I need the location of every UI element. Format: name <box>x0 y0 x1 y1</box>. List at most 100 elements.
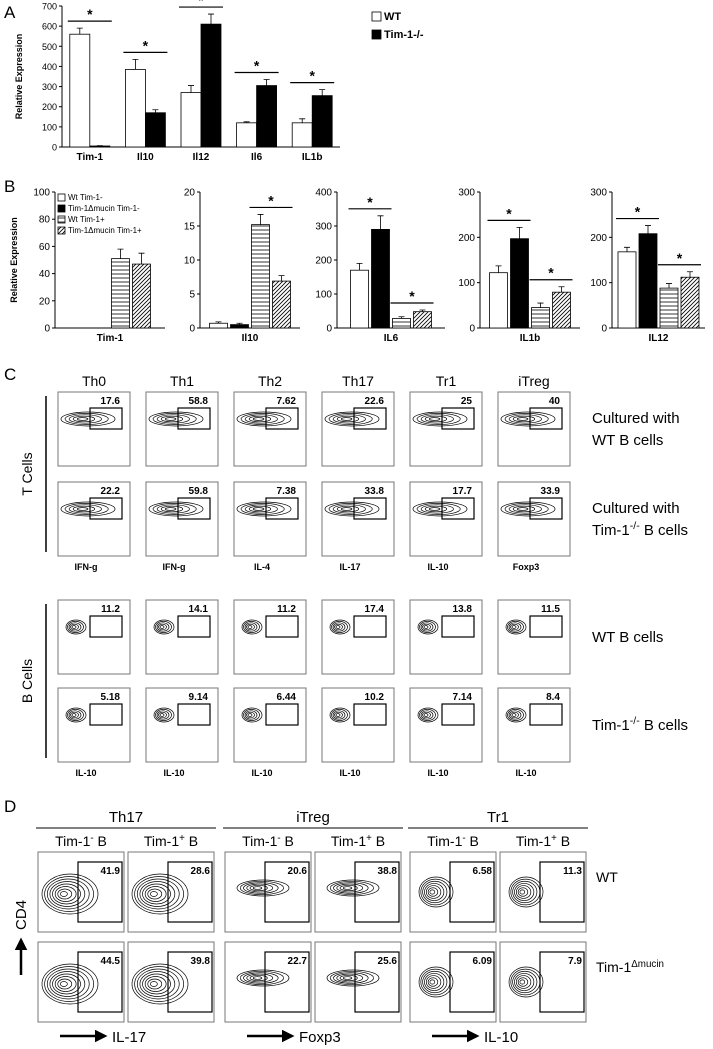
gate-value: 38.8 <box>378 866 398 877</box>
contour <box>510 711 519 719</box>
contour <box>514 883 535 901</box>
row-label-part: Tim-1 <box>596 959 631 975</box>
error-bar <box>257 214 264 225</box>
contour <box>252 886 263 890</box>
contour <box>514 973 535 991</box>
gate <box>89 407 123 430</box>
gate-value: 40 <box>549 396 561 407</box>
contour <box>76 417 89 421</box>
column-header: Th0 <box>82 373 106 389</box>
plot-box <box>224 941 312 1023</box>
gate <box>529 497 563 520</box>
gate <box>441 703 475 726</box>
x-tick-label: Il12 <box>193 152 210 163</box>
contour <box>508 710 522 720</box>
x-tick-label: IL1b <box>302 152 323 163</box>
bar <box>89 145 111 148</box>
bar <box>180 92 202 148</box>
bar <box>291 122 313 148</box>
gate <box>264 951 310 1013</box>
y-tick-label: 0 <box>326 324 332 335</box>
contour <box>326 969 380 987</box>
y-tick-label: 100 <box>590 278 607 289</box>
plot-box <box>37 851 125 933</box>
y-tick-label: 0 <box>601 324 607 335</box>
sub-header: Tim-1+ B <box>144 833 198 850</box>
contour <box>335 625 341 629</box>
contour <box>142 883 171 905</box>
gate-value: 11.3 <box>563 866 582 877</box>
row-label-part: B cells <box>640 717 688 734</box>
y-tick-label: 20 <box>39 296 51 307</box>
contour <box>252 976 263 980</box>
contour <box>422 970 448 994</box>
y-tick-label: 100 <box>33 188 50 199</box>
gate <box>441 615 475 638</box>
gate-value: 7.14 <box>453 692 473 703</box>
contour <box>241 707 263 723</box>
contour <box>424 973 445 991</box>
contour <box>416 413 461 425</box>
sub-header: Tim-1- B <box>242 833 294 850</box>
group-label: T Cells <box>19 452 35 495</box>
sub-header: Tim-1+ B <box>331 833 385 850</box>
contour <box>71 713 77 717</box>
y-tick-label: 100 <box>42 122 57 132</box>
contour <box>156 414 190 424</box>
error-bar <box>76 27 83 35</box>
contour <box>328 413 373 425</box>
row-label-part: Cultured with <box>592 410 680 427</box>
contour <box>505 619 527 635</box>
contour <box>57 888 73 900</box>
column-header: iTreg <box>518 373 549 389</box>
sub-header-sup: - <box>90 833 93 844</box>
gate-value: 11.2 <box>277 604 296 615</box>
error-bar <box>687 271 693 278</box>
contour <box>139 881 176 907</box>
bar <box>617 251 637 329</box>
contour <box>428 417 441 421</box>
gate-value: 7.62 <box>277 396 297 407</box>
gate <box>167 951 213 1013</box>
contour <box>44 966 94 1002</box>
contour <box>67 621 84 633</box>
legend-swatch <box>57 204 66 213</box>
gate <box>449 951 495 1013</box>
contour <box>44 876 94 912</box>
y-tick-label: 80 <box>39 215 51 226</box>
contour <box>65 619 87 635</box>
y-axis-label: Relative Expression <box>14 34 24 120</box>
gate <box>441 407 475 430</box>
contour <box>340 507 353 511</box>
row-label: Tim-1Δmucin <box>596 959 664 976</box>
contour <box>417 619 439 635</box>
contour <box>428 507 441 511</box>
contour <box>427 887 439 897</box>
gate-value: 33.8 <box>365 486 385 497</box>
significance-mark: * <box>635 204 641 220</box>
contour <box>511 713 517 717</box>
y-tick-label: 100 <box>315 290 332 301</box>
bar <box>144 112 166 148</box>
contour <box>54 886 77 902</box>
y-tick-label: 20 <box>184 188 196 199</box>
contour <box>136 878 180 910</box>
contour <box>507 709 524 721</box>
contour <box>508 966 544 998</box>
gate-value: 14.1 <box>189 604 209 615</box>
contour <box>512 880 538 904</box>
contour <box>418 876 454 908</box>
gate-value: 9.14 <box>189 692 209 703</box>
contour <box>236 501 292 517</box>
sub-header-part: Tim-1 <box>55 833 90 849</box>
gate <box>89 703 123 726</box>
y-tick-label: 300 <box>42 82 57 92</box>
gate-value: 17.7 <box>453 486 473 497</box>
x-tick-label: Il10 <box>137 152 154 163</box>
contour <box>236 411 292 427</box>
sub-header-sup: + <box>179 833 185 844</box>
bar <box>125 69 146 148</box>
group-label: B Cells <box>19 659 35 703</box>
contour <box>144 976 167 992</box>
significance-mark: * <box>548 265 554 281</box>
